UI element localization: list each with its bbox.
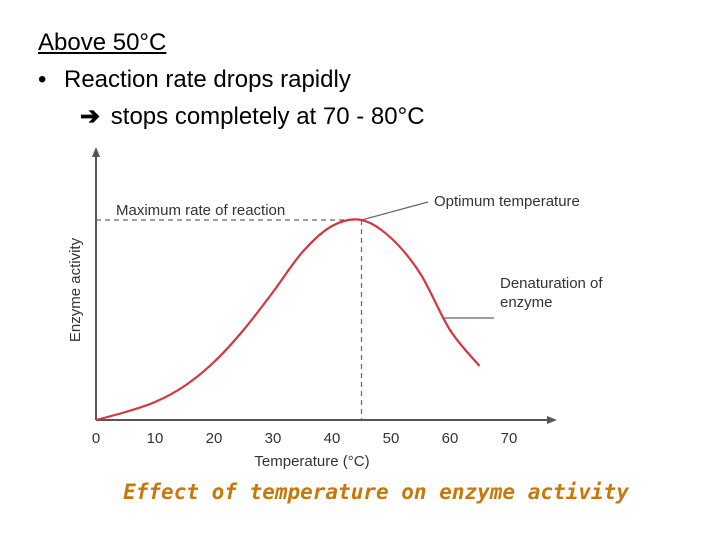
x-axis-label: Temperature (°C) [254,453,369,470]
denaturation-label-line2: enzyme [500,294,553,311]
x-tick-label: 60 [442,430,459,447]
bullet-marker: • [38,66,47,93]
slide-text: Above 50°C • Reaction rate drops rapidly … [38,24,425,135]
denaturation-label-line1: Denaturation of [500,275,603,292]
max-rate-label: Maximum rate of reaction [116,202,285,219]
x-tick-label: 0 [92,430,100,447]
optimum-leader-line [361,201,429,221]
arrow-icon: ➔ [80,103,101,130]
optimum-label: Optimum temperature [434,193,580,210]
enzyme-activity-curve [95,218,481,422]
x-tick-label: 40 [324,430,341,447]
bullet-line: • Reaction rate drops rapidly [38,61,425,98]
x-tick-label: 50 [383,430,400,447]
bullet-text: Reaction rate drops rapidly [64,66,351,93]
x-tick-labels: 0 10 20 30 40 50 60 70 [92,430,518,447]
x-tick-label: 20 [206,430,223,447]
slide-heading: Above 50°C [38,29,167,56]
chart-caption: Effect of temperature on enzyme activity [123,480,629,504]
x-tick-label: 10 [147,430,164,447]
y-axis-label: Enzyme activity [67,237,84,342]
x-tick-label: 30 [265,430,282,447]
arrow-line: ➔ stops completely at 70 - 80°C [38,98,425,135]
arrow-text: stops completely at 70 - 80°C [110,103,425,130]
x-tick-label: 70 [501,430,518,447]
